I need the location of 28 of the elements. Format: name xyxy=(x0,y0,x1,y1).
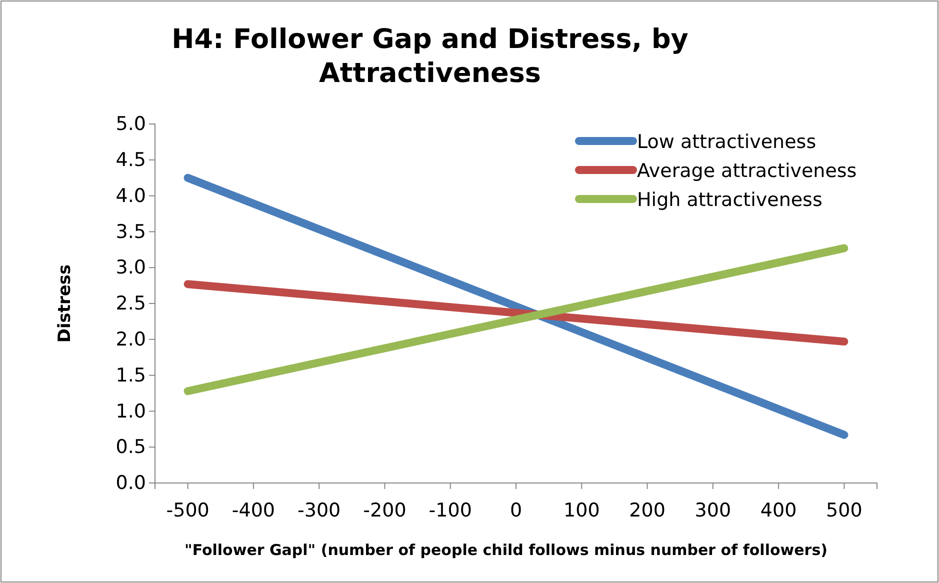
x-tick-label: -500 xyxy=(166,500,210,522)
x-axis-title: "Follower Gapl" (number of people child follows minus number of followers) xyxy=(184,541,828,559)
y-tick-label: 3.5 xyxy=(116,220,146,243)
x-tick-label: -400 xyxy=(232,500,276,522)
x-tick-label: -200 xyxy=(363,500,406,522)
legend-label: Low attractiveness xyxy=(637,131,816,153)
legend-label: High attractiveness xyxy=(637,189,822,211)
y-tick-label: 2.0 xyxy=(116,328,146,350)
y-tick-label: 1.5 xyxy=(116,364,146,386)
y-tick-label: 2.5 xyxy=(116,292,146,315)
y-tick-label: 0.0 xyxy=(116,472,146,494)
x-tick-label: -100 xyxy=(428,500,472,522)
y-tick-label: 0.5 xyxy=(116,436,146,458)
y-tick-label: 4.5 xyxy=(116,148,146,171)
x-tick-label: 100 xyxy=(564,500,600,522)
x-tick-label: 400 xyxy=(760,500,797,522)
x-tick-label: -300 xyxy=(298,500,341,522)
legend-label: Average attractiveness xyxy=(637,160,857,182)
x-tick-label: 200 xyxy=(629,500,666,522)
x-tick-label: 0 xyxy=(510,500,522,522)
chart-title: H4: Follower Gap and Distress, by Attractiveness xyxy=(172,24,689,89)
y-tick-label: 3.0 xyxy=(116,256,146,279)
y-axis-title: Distress xyxy=(55,264,75,343)
y-tick-label: 1.0 xyxy=(116,400,146,422)
x-tick-label: 300 xyxy=(694,500,732,522)
y-tick-label: 4.0 xyxy=(116,184,146,207)
y-tick-label: 5.0 xyxy=(116,113,146,136)
x-tick-label: 500 xyxy=(826,500,862,522)
